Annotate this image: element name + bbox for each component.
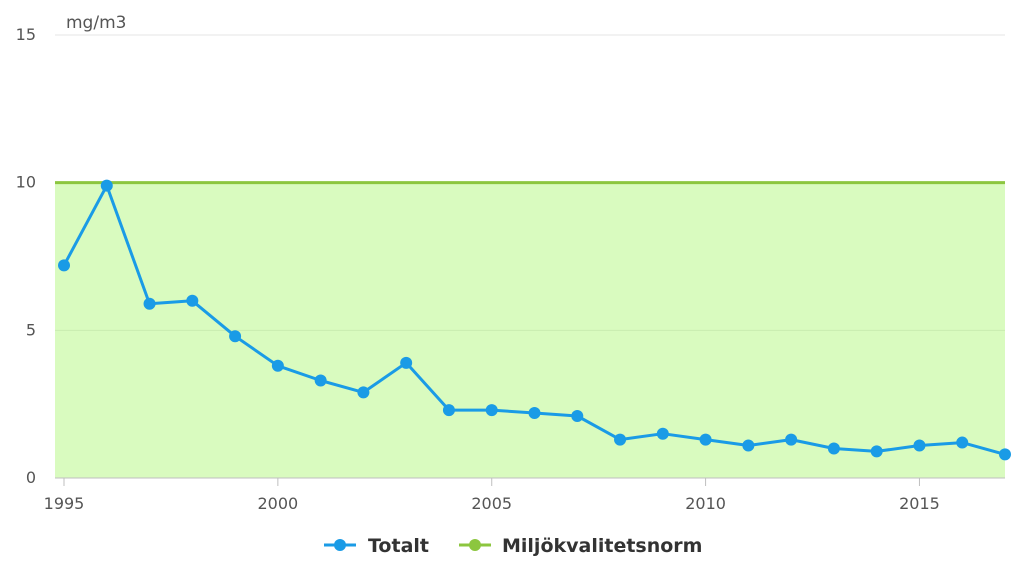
y-tick-label: 15 [16,25,36,44]
legend-item-norm[interactable]: Miljökvalitetsnorm [459,535,702,557]
data-point [999,448,1011,461]
x-tick-label: 2000 [258,494,299,513]
y-tick-label: 0 [26,468,36,487]
data-point [742,439,755,452]
x-axis: 1995 2000 2005 2010 2015 [44,478,940,513]
x-tick-label: 2015 [899,494,940,513]
data-point [485,404,498,417]
data-point [271,359,284,372]
y-axis: 0 5 10 15 [16,25,36,487]
y-tick-label: 10 [16,173,36,192]
x-tick-label: 1995 [44,494,85,513]
data-point [827,442,840,455]
data-point [442,404,455,417]
data-point [913,439,926,452]
legend: Totalt Miljökvalitetsnorm [324,535,702,557]
data-point [528,407,541,420]
data-point [699,433,712,446]
legend-label-totalt: Totalt [368,535,429,557]
data-point [656,427,669,440]
y-tick-label: 5 [26,320,36,339]
data-point [100,179,113,192]
legend-item-totalt[interactable]: Totalt [324,535,429,557]
data-point [785,433,798,446]
x-tick-label: 2010 [685,494,726,513]
legend-marker-totalt [334,539,346,551]
data-point [571,409,584,422]
data-point [314,374,327,387]
totalt-series [58,179,1011,461]
unit-label: mg/m3 [66,13,126,33]
data-point [186,294,199,307]
data-point [229,330,242,343]
legend-marker-norm [469,539,481,551]
x-tick-label: 2005 [471,494,512,513]
data-point [956,436,969,449]
data-point [58,259,70,272]
data-point [357,386,370,399]
data-point [143,297,156,310]
data-point [400,356,413,369]
data-point [614,433,627,446]
legend-label-norm: Miljökvalitetsnorm [502,535,702,557]
grid-lines [55,34,1005,479]
data-point [870,445,883,458]
